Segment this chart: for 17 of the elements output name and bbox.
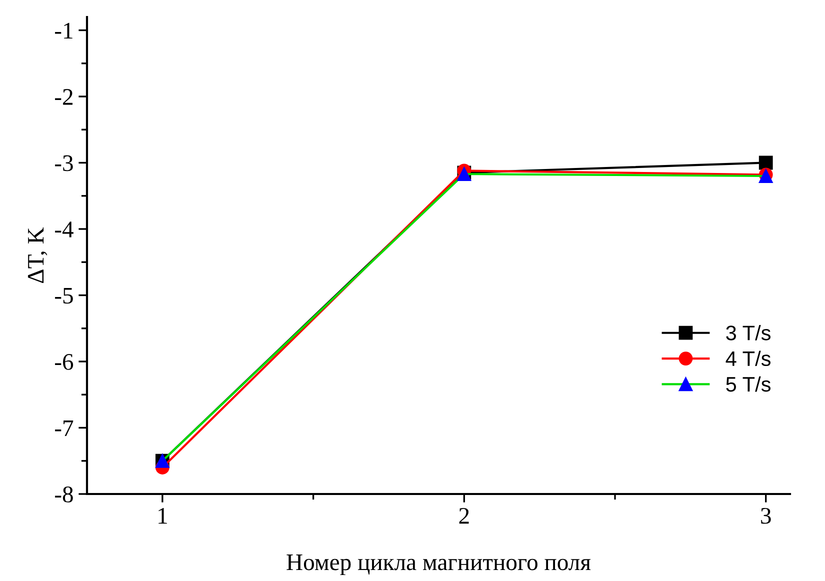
y-tick-label: -6 [55,354,74,370]
y-tick-label: -1 [55,22,72,38]
y-tick-label: -3 [55,155,73,172]
y-tick-label: -8 [55,486,73,502]
legend-label: 3 T/s [726,325,770,340]
x-tick-label: 3 [761,508,771,524]
point [758,156,773,170]
y-axis-title: ΔT, K [28,227,48,283]
y-tick-label: -4 [55,222,74,238]
x-axis-title: Номер цикла магнитного поля [286,554,591,576]
x-tick-label: 2 [459,508,469,524]
x-tick-label: 1 [158,508,167,524]
y-tick-label: -2 [55,89,73,105]
legend-label: 5 T/s [726,376,770,392]
legend-label: 4 T/s [726,350,770,366]
y-tick-label: -7 [55,420,74,436]
y-tick-label: -5 [55,288,73,304]
